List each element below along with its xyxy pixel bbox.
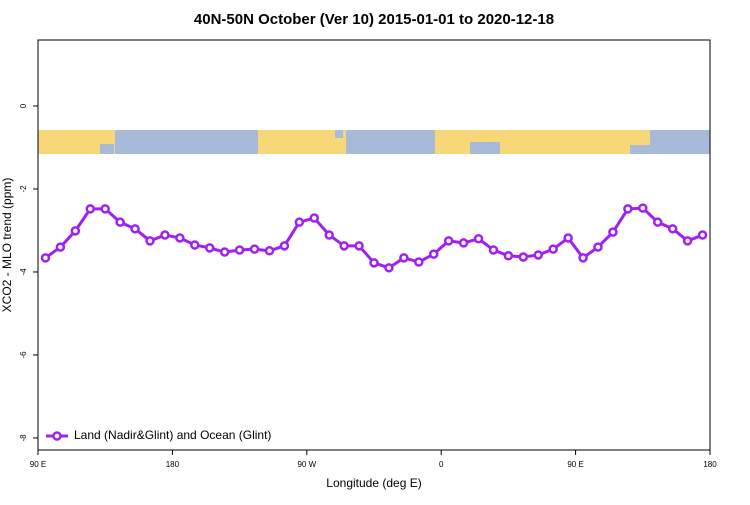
- data-point: [294, 217, 305, 227]
- data-point: [652, 217, 663, 227]
- data-point: [55, 242, 66, 252]
- plot-frame: [37, 39, 711, 451]
- y-tick-label: -2: [19, 185, 28, 193]
- data-point: [533, 250, 544, 260]
- data-point: [548, 244, 558, 254]
- data-point: [264, 246, 275, 256]
- data-point: [428, 249, 439, 259]
- data-point: [443, 236, 454, 246]
- data-point: [160, 230, 170, 240]
- data-point: [578, 253, 588, 263]
- data-point: [473, 234, 484, 244]
- data-point: [623, 204, 633, 214]
- x-tick-label: 0: [439, 460, 444, 469]
- data-point: [563, 233, 573, 243]
- data-point: [324, 230, 334, 240]
- data-point: [339, 241, 349, 251]
- data-point: [682, 236, 693, 246]
- y-tick-label: -6: [19, 351, 28, 359]
- data-point: [354, 241, 364, 251]
- data-point: [697, 230, 708, 240]
- data-point: [503, 251, 514, 261]
- data-point: [100, 204, 110, 214]
- y-tick-label: -4: [19, 268, 28, 276]
- data-point: [234, 245, 245, 255]
- x-tick-label: 180: [166, 460, 180, 469]
- data-point: [70, 226, 81, 236]
- map-strip: [38, 130, 710, 154]
- chart-title: 40N-50N October (Ver 10) 2015-01-01 to 2…: [194, 11, 554, 28]
- x-tick-label: 90 W: [297, 460, 316, 469]
- data-point: [175, 233, 185, 243]
- x-axis-label: Longitude (deg E): [326, 476, 421, 490]
- data-point: [190, 240, 200, 250]
- legend-label: Land (Nadir&Glint) and Ocean (Glint): [74, 428, 271, 442]
- data-point: [279, 241, 290, 251]
- y-tick-label: -8: [19, 434, 28, 442]
- data-point: [115, 217, 125, 227]
- y-tick-label: 0: [19, 103, 28, 108]
- data-point: [399, 253, 409, 263]
- data-point: [369, 258, 379, 268]
- data-point: [518, 252, 529, 262]
- legend-marker: [52, 431, 62, 441]
- data-point: [309, 213, 320, 223]
- data-point: [145, 236, 155, 246]
- data-point: [638, 203, 648, 213]
- y-axis-label: XCO2 - MLO trend (ppm): [0, 178, 14, 313]
- data-point: [667, 224, 678, 234]
- data-point: [593, 242, 603, 252]
- data-point: [384, 263, 394, 273]
- data-point: [608, 227, 618, 237]
- x-tick-label: 90 E: [567, 460, 583, 469]
- data-point: [219, 247, 230, 257]
- data-point: [40, 253, 51, 263]
- data-point: [488, 245, 499, 255]
- data-point: [130, 224, 140, 234]
- x-tick-label: 180: [703, 460, 717, 469]
- x-tick-label: 90 E: [30, 460, 46, 469]
- data-point: [458, 238, 469, 248]
- data-point: [85, 204, 96, 214]
- data-point: [249, 244, 260, 254]
- data-point: [204, 243, 215, 253]
- data-point: [414, 257, 424, 267]
